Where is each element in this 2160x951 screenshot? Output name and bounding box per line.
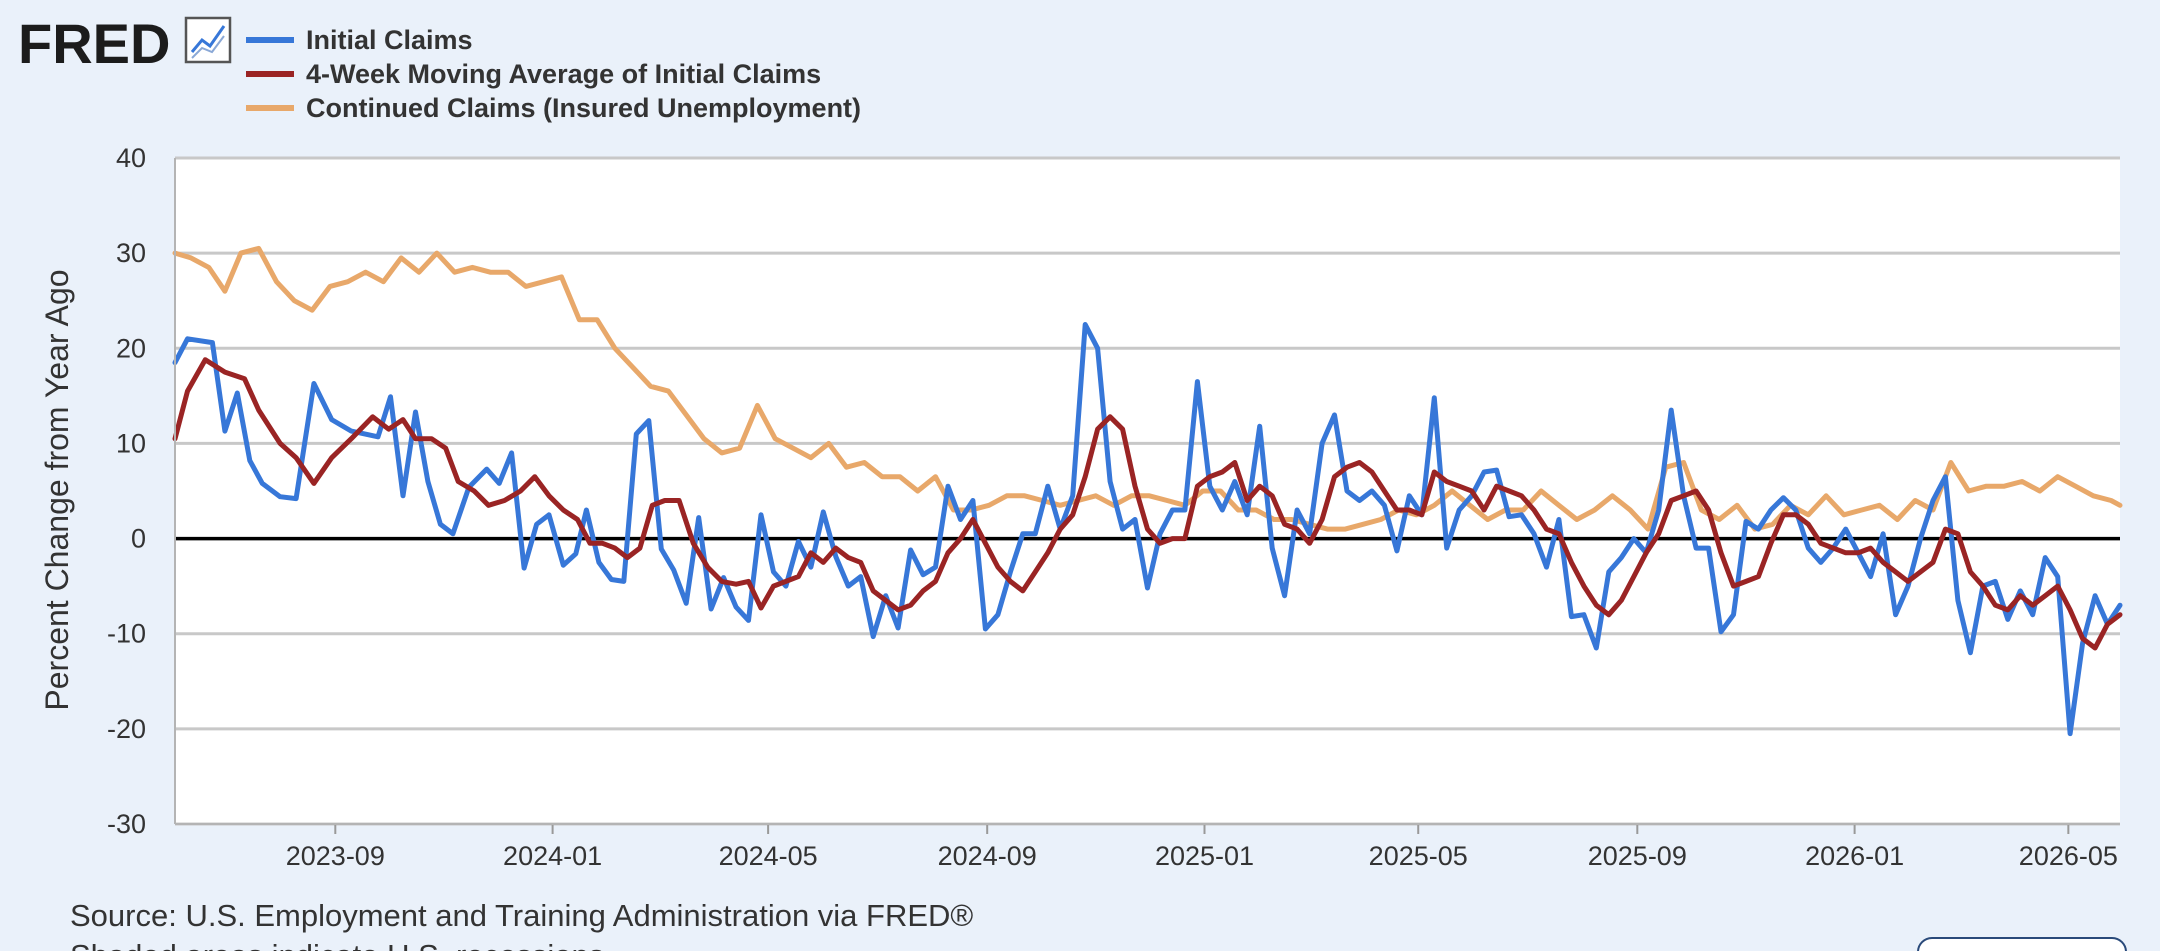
legend: Initial Claims 4-Week Moving Average of … bbox=[246, 25, 861, 123]
y-tick-label: 10 bbox=[116, 428, 146, 458]
legend-item-moving-average: 4-Week Moving Average of Initial Claims bbox=[246, 59, 821, 89]
legend-item-initial-claims: Initial Claims bbox=[246, 25, 473, 55]
x-tick-label: 2023-09 bbox=[286, 841, 385, 871]
series bbox=[172, 245, 2123, 737]
series-line-initial-claims bbox=[172, 322, 2123, 737]
y-tick-label: -20 bbox=[107, 714, 146, 744]
x-tick-label: 2026-05 bbox=[2019, 841, 2118, 871]
x-tick-label: 2024-01 bbox=[503, 841, 602, 871]
line-chart-icon bbox=[184, 16, 232, 64]
x-tick-label: 2025-09 bbox=[1588, 841, 1687, 871]
y-tick-label: 20 bbox=[116, 333, 146, 363]
source-text: Source: U.S. Employment and Training Adm… bbox=[70, 898, 973, 933]
y-tick-label: 40 bbox=[116, 143, 146, 173]
y-axis-title: Percent Change from Year Ago bbox=[39, 269, 75, 710]
x-tick-label: 2024-05 bbox=[719, 841, 818, 871]
chart-action-button[interactable] bbox=[1917, 937, 2127, 951]
x-tick-label: 2026-01 bbox=[1805, 841, 1904, 871]
fred-logo-text: FRED bbox=[18, 12, 170, 75]
y-tick-label: 0 bbox=[131, 524, 146, 554]
footer-partial-text: Shaded areas indicate U.S. recessions. bbox=[70, 938, 613, 951]
legend-label-moving-average: 4-Week Moving Average of Initial Claims bbox=[306, 59, 821, 89]
plot-area bbox=[175, 158, 2120, 824]
y-tick-label: -10 bbox=[107, 619, 146, 649]
fred-logo[interactable]: FRED bbox=[18, 12, 232, 75]
legend-label-continued-claims: Continued Claims (Insured Unemployment) bbox=[306, 93, 861, 123]
y-tick-label: -30 bbox=[107, 809, 146, 839]
series-line-moving-average bbox=[172, 357, 2123, 651]
x-axis-ticks: 2023-09 2024-01 2024-05 2024-09 2025-01 2025-… bbox=[286, 824, 2118, 871]
x-tick-label: 2025-05 bbox=[1369, 841, 1468, 871]
x-tick-label: 2024-09 bbox=[938, 841, 1037, 871]
y-tick-label: 30 bbox=[116, 238, 146, 268]
y-axis-ticks: -30 -20 -10 0 10 20 30 40 bbox=[107, 143, 146, 839]
legend-label-initial-claims: Initial Claims bbox=[306, 25, 473, 55]
legend-item-continued-claims: Continued Claims (Insured Unemployment) bbox=[246, 93, 861, 123]
x-tick-label: 2025-01 bbox=[1155, 841, 1254, 871]
series-line-continued-claims bbox=[172, 245, 2123, 532]
